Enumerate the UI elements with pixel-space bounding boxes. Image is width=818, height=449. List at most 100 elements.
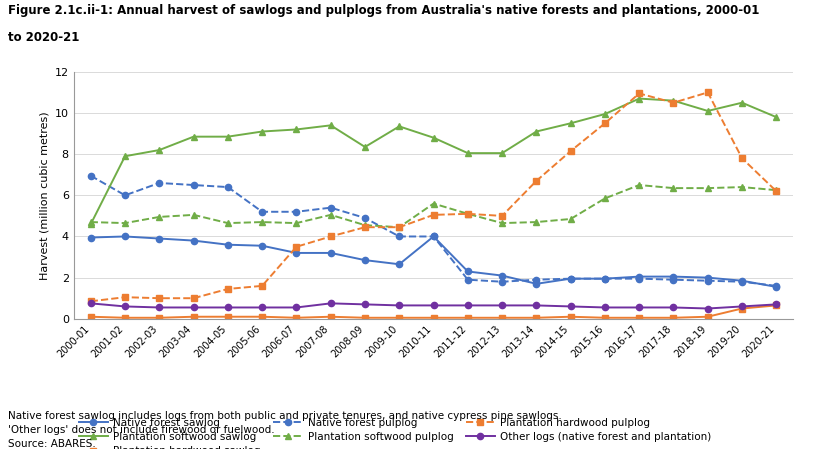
Plantation softwood sawlog (737, 100, 747, 106)
Native forest sawlog (463, 269, 473, 274)
Other logs (native forest and plantation) (360, 302, 370, 307)
Other logs (native forest and plantation) (326, 301, 335, 306)
Plantation hardwood sawlog (326, 314, 335, 319)
Native forest sawlog (155, 236, 164, 241)
Line: Plantation softwood sawlog: Plantation softwood sawlog (88, 95, 780, 228)
Plantation hardwood sawlog (291, 315, 301, 321)
Plantation softwood pulplog (86, 220, 96, 225)
Plantation softwood pulplog (394, 224, 404, 230)
Plantation softwood pulplog (189, 212, 199, 218)
Native forest sawlog (600, 276, 610, 282)
Native forest sawlog (737, 278, 747, 283)
Native forest pulplog (360, 215, 370, 220)
Native forest sawlog (771, 284, 781, 290)
Plantation hardwood sawlog (703, 314, 712, 319)
Native forest sawlog (566, 276, 576, 282)
Plantation hardwood pulplog (120, 295, 130, 300)
Plantation softwood pulplog (634, 182, 644, 188)
Plantation hardwood pulplog (326, 234, 335, 239)
Plantation hardwood pulplog (155, 295, 164, 301)
Plantation hardwood pulplog (600, 121, 610, 126)
Plantation softwood pulplog (463, 211, 473, 216)
Other logs (native forest and plantation) (394, 303, 404, 308)
Native forest pulplog (497, 279, 507, 285)
Plantation softwood sawlog (257, 129, 267, 134)
Native forest pulplog (86, 173, 96, 178)
Plantation hardwood sawlog (532, 315, 542, 321)
Other logs (native forest and plantation) (291, 305, 301, 310)
Native forest sawlog (394, 262, 404, 267)
Plantation softwood sawlog (634, 96, 644, 101)
Plantation softwood sawlog (223, 134, 233, 139)
Plantation softwood pulplog (360, 222, 370, 228)
Native forest sawlog (532, 281, 542, 286)
Native forest pulplog (155, 180, 164, 186)
Plantation softwood sawlog (566, 121, 576, 126)
Other logs (native forest and plantation) (463, 303, 473, 308)
Native forest sawlog (703, 275, 712, 280)
Plantation hardwood sawlog (360, 315, 370, 321)
Plantation softwood pulplog (223, 220, 233, 226)
Plantation softwood sawlog (668, 98, 678, 103)
Plantation softwood pulplog (291, 220, 301, 226)
Plantation hardwood pulplog (223, 286, 233, 292)
Other logs (native forest and plantation) (223, 305, 233, 310)
Native forest sawlog (86, 235, 96, 240)
Plantation softwood sawlog (703, 108, 712, 114)
Plantation softwood sawlog (532, 129, 542, 134)
Plantation hardwood pulplog (360, 224, 370, 230)
Native forest pulplog (223, 185, 233, 190)
Other logs (native forest and plantation) (497, 303, 507, 308)
Plantation hardwood pulplog (86, 299, 96, 304)
Plantation softwood pulplog (703, 185, 712, 191)
Plantation hardwood pulplog (634, 91, 644, 96)
Plantation hardwood pulplog (532, 178, 542, 184)
Plantation softwood pulplog (668, 185, 678, 191)
Plantation softwood pulplog (737, 185, 747, 190)
Native forest pulplog (326, 205, 335, 210)
Other logs (native forest and plantation) (189, 305, 199, 310)
Legend: Native forest sawlog, Plantation softwood sawlog, Plantation hardwood sawlog, Na: Native forest sawlog, Plantation softwoo… (79, 418, 712, 449)
Plantation softwood sawlog (360, 144, 370, 150)
Native forest sawlog (634, 274, 644, 279)
Plantation hardwood pulplog (703, 90, 712, 95)
Native forest pulplog (257, 209, 267, 215)
Plantation softwood sawlog (429, 135, 438, 141)
Plantation softwood sawlog (463, 150, 473, 156)
Other logs (native forest and plantation) (737, 304, 747, 309)
Other logs (native forest and plantation) (257, 305, 267, 310)
Plantation hardwood sawlog (600, 315, 610, 321)
Plantation softwood sawlog (291, 127, 301, 132)
Plantation hardwood pulplog (497, 213, 507, 219)
Plantation softwood pulplog (532, 220, 542, 225)
Plantation softwood sawlog (326, 123, 335, 128)
Plantation softwood pulplog (600, 196, 610, 201)
Line: Plantation hardwood pulplog: Plantation hardwood pulplog (88, 89, 780, 304)
Plantation hardwood sawlog (497, 315, 507, 321)
Other logs (native forest and plantation) (86, 301, 96, 306)
Plantation hardwood sawlog (189, 314, 199, 319)
Native forest sawlog (189, 238, 199, 243)
Native forest pulplog (189, 182, 199, 188)
Other logs (native forest and plantation) (429, 303, 438, 308)
Line: Plantation softwood pulplog: Plantation softwood pulplog (88, 181, 780, 231)
Native forest sawlog (360, 257, 370, 263)
Text: 'Other logs' does not include firewood or fuelwood.: 'Other logs' does not include firewood o… (8, 425, 275, 435)
Plantation hardwood sawlog (429, 315, 438, 321)
Plantation softwood pulplog (497, 220, 507, 226)
Native forest pulplog (566, 276, 576, 282)
Plantation softwood pulplog (326, 212, 335, 218)
Plantation hardwood pulplog (737, 156, 747, 161)
Native forest pulplog (737, 279, 747, 285)
Plantation hardwood sawlog (463, 315, 473, 321)
Line: Native forest pulplog: Native forest pulplog (88, 172, 780, 289)
Plantation softwood pulplog (771, 188, 781, 193)
Native forest sawlog (291, 250, 301, 255)
Native forest pulplog (429, 234, 438, 239)
Text: Native forest sawlog includes logs from both public and private tenures, and nat: Native forest sawlog includes logs from … (8, 411, 562, 421)
Line: Native forest sawlog: Native forest sawlog (88, 233, 780, 290)
Native forest sawlog (257, 243, 267, 248)
Plantation hardwood sawlog (155, 315, 164, 321)
Plantation hardwood pulplog (668, 100, 678, 106)
Native forest pulplog (668, 277, 678, 282)
